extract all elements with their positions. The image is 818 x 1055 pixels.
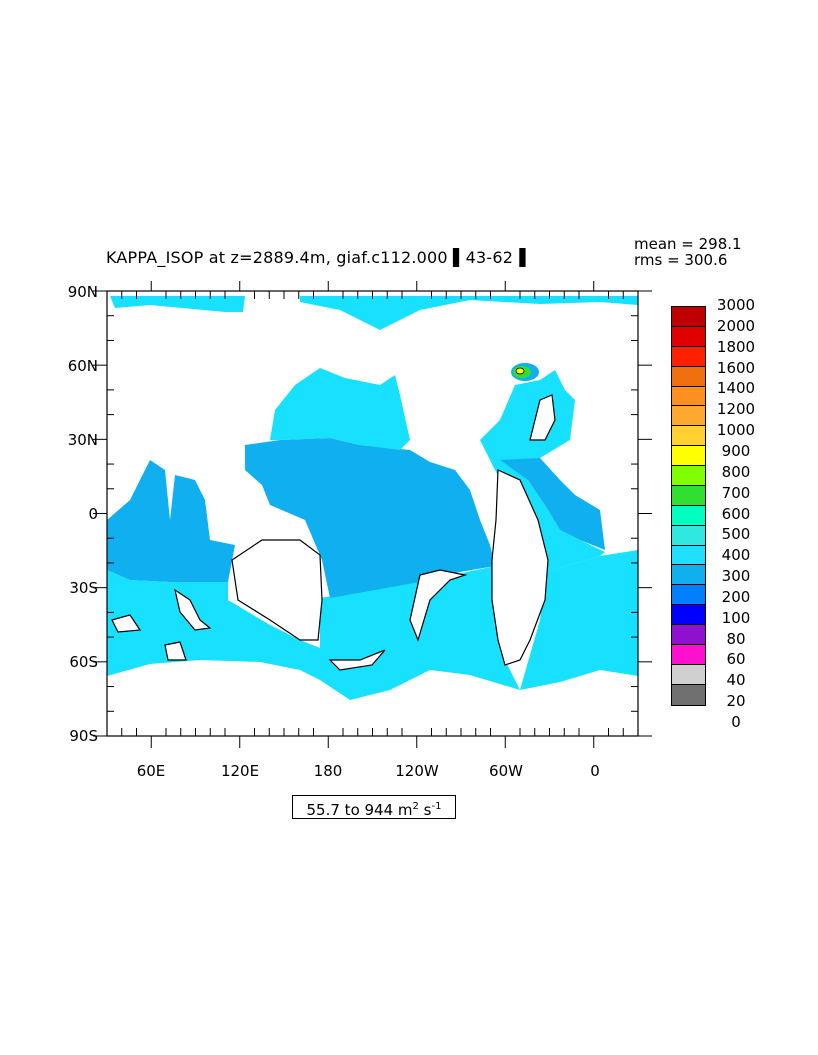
stats-box: mean = 298.1 rms = 300.6 xyxy=(634,236,742,268)
atlantic-equatorial xyxy=(500,458,605,550)
colorbar-label: 900 xyxy=(721,441,751,460)
y-label-90s: 90S xyxy=(69,727,98,745)
colorbar-label: 500 xyxy=(721,525,751,544)
hotspot xyxy=(511,363,539,381)
colorbar-label: 400 xyxy=(721,546,751,565)
y-label-90n: 90N xyxy=(67,283,98,301)
colorbar-swatch xyxy=(672,565,705,586)
y-label-30s: 30S xyxy=(69,579,98,597)
colorbar-label: 2000 xyxy=(716,316,756,335)
range-sup-2: -1 xyxy=(431,801,442,812)
colorbar-label: 700 xyxy=(721,483,751,502)
island-2 xyxy=(164,641,187,661)
island-1 xyxy=(111,614,142,633)
colorbar-label: 600 xyxy=(721,504,751,523)
colorbar-swatch xyxy=(672,366,705,387)
colorbar-swatch xyxy=(672,664,705,685)
x-label-180: 180 xyxy=(313,762,343,780)
colorbar-swatch xyxy=(672,346,705,367)
range-mid: s xyxy=(418,801,432,819)
x-label-0: 0 xyxy=(590,762,600,780)
colorbar-swatch xyxy=(672,605,705,625)
colorbar-label: 1400 xyxy=(716,379,756,398)
colorbar-label: 60 xyxy=(726,650,746,669)
y-label-60n: 60N xyxy=(67,357,98,375)
north-pacific xyxy=(270,368,410,450)
colorbar-swatch xyxy=(672,446,705,466)
colorbar-label: 800 xyxy=(721,462,751,481)
colorbar-label: 1200 xyxy=(716,400,756,419)
colorbar-swatch xyxy=(672,684,705,705)
x-label-60w: 60W xyxy=(489,762,523,780)
x-label-60e: 60E xyxy=(136,762,166,780)
south-america xyxy=(491,469,549,666)
hotspot-inner xyxy=(515,367,525,375)
plot-title: KAPPA_ISOP at z=2889.4m, giaf.c112.000 ▌… xyxy=(106,248,526,267)
y-label-30n: 30N xyxy=(67,431,98,449)
arctic-ocean-east xyxy=(300,296,638,330)
colorbar-label: 80 xyxy=(726,629,746,648)
x-label-120w: 120W xyxy=(395,762,439,780)
colorbar-label: 20 xyxy=(726,692,746,711)
colorbar-label: 1000 xyxy=(716,421,756,440)
colorbar xyxy=(671,306,706,706)
colorbar-swatch xyxy=(672,466,705,486)
x-label-120e: 120E xyxy=(220,762,260,780)
arctic-ocean xyxy=(110,296,245,312)
pacific-ocean xyxy=(245,438,495,598)
antarctic-ridge-2 xyxy=(409,569,468,642)
atlantic-ridge xyxy=(529,394,556,441)
landmasses xyxy=(111,394,556,671)
y-ticks xyxy=(93,290,652,737)
colorbar-label: 0 xyxy=(731,713,741,731)
colorbar-swatch xyxy=(672,406,705,427)
colorbar-label: 100 xyxy=(721,608,751,627)
x-ticks xyxy=(106,281,639,748)
colorbar-label: 1800 xyxy=(716,337,756,356)
range-prefix: 55.7 to 944 m xyxy=(306,801,413,819)
colorbar-swatch xyxy=(672,386,705,407)
range-sup-1: 2 xyxy=(412,801,419,812)
atlantic-ocean xyxy=(480,370,605,572)
colorbar-swatch xyxy=(672,505,705,526)
rms-value: rms = 300.6 xyxy=(634,251,728,269)
australia xyxy=(231,539,323,641)
mean-value: mean = 298.1 xyxy=(634,235,742,253)
colorbar-swatch xyxy=(672,525,705,546)
y-label-0: 0 xyxy=(88,505,98,523)
colorbar-swatch xyxy=(672,545,705,566)
colorbar-swatch xyxy=(672,307,705,327)
antarctic-ridge-1 xyxy=(174,588,212,631)
indian-ocean xyxy=(107,460,235,582)
ocean-field xyxy=(107,296,638,700)
colorbar-swatch xyxy=(672,625,705,645)
colorbar-label: 1600 xyxy=(716,358,756,377)
antarctic-ridge-3 xyxy=(328,649,386,671)
colorbar-label: 300 xyxy=(721,567,751,586)
colorbar-swatch xyxy=(672,485,705,506)
colorbar-label: 200 xyxy=(721,587,751,606)
colorbar-swatch xyxy=(672,644,705,665)
colorbar-label: 3000 xyxy=(716,296,756,314)
y-label-60s: 60S xyxy=(69,653,98,671)
colorbar-swatch xyxy=(672,426,705,447)
range-label: 55.7 to 944 m2 s-1 xyxy=(292,795,456,819)
colorbar-swatch xyxy=(672,326,705,347)
colorbar-label: 40 xyxy=(726,671,746,690)
colorbar-swatch xyxy=(672,585,705,606)
